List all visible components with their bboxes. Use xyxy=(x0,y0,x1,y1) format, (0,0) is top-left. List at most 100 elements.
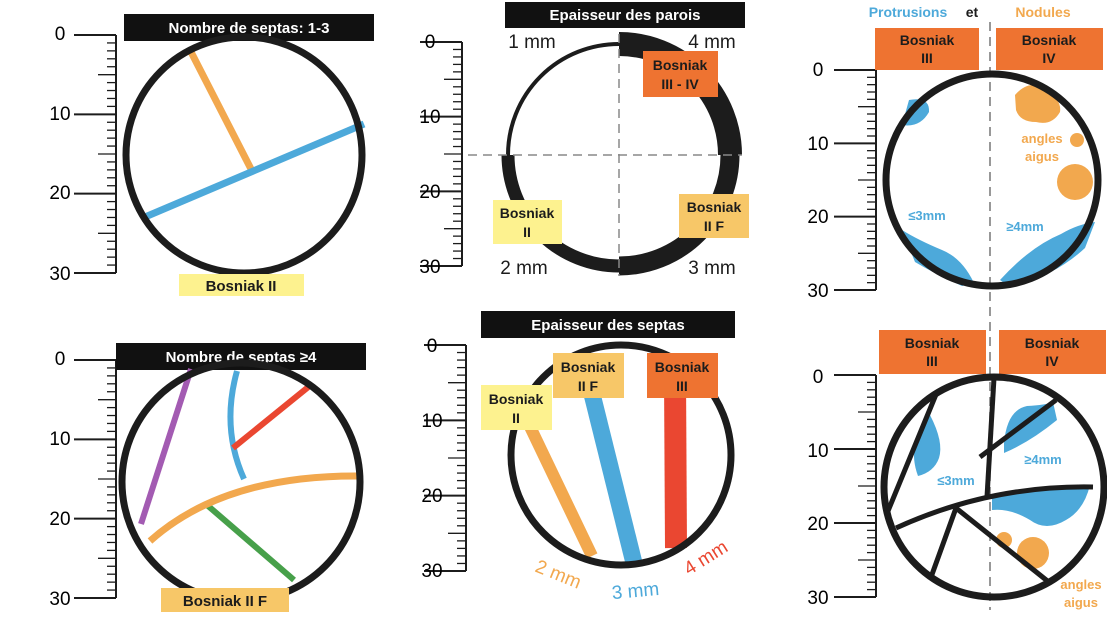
septum-4 xyxy=(894,484,1094,531)
thickness-label-3mm: 3 mm xyxy=(611,579,660,604)
ruler-panel2 xyxy=(74,359,117,599)
ruler-panel5 xyxy=(834,69,877,291)
septum-6 xyxy=(927,507,959,581)
panel-title: Epaisseur des septas xyxy=(531,317,684,334)
ruler-label-20: 20 xyxy=(49,509,70,530)
class-label-line1: Bosniak xyxy=(489,391,544,407)
ruler-label-0: 0 xyxy=(813,367,824,388)
septum-3 xyxy=(978,398,1058,459)
class-label-line2: IV xyxy=(1045,353,1059,369)
angles-label-line1: angles xyxy=(1060,577,1101,592)
angles-label-line2: aigus xyxy=(1064,595,1098,610)
thickness-label-2mm: 2 mm xyxy=(532,556,584,593)
ruler-label-30: 30 xyxy=(421,561,442,582)
septum-2mm xyxy=(517,409,598,559)
ruler-panel6 xyxy=(834,374,877,598)
ruler-label-20: 20 xyxy=(49,183,70,204)
class-label: Bosniak II F xyxy=(183,593,267,610)
ruler-label-20: 20 xyxy=(419,182,440,203)
class-label-line1: Bosniak xyxy=(1022,32,1077,48)
septum-purple xyxy=(138,368,194,525)
class-box-bosniak-iii xyxy=(875,28,979,70)
septum-4mm xyxy=(664,374,687,549)
ruler-panel4 xyxy=(424,344,467,572)
septum-blue xyxy=(227,370,247,481)
small-protrusion-label: ≤3mm xyxy=(937,473,974,488)
ruler-panel1 xyxy=(74,34,117,274)
protrusion-small-bottom xyxy=(902,230,974,286)
panel-protrusions-nodules-septa: 0 10 20 30 Bosniak III Bosniak IV ≤3mm ≥… xyxy=(807,322,1107,610)
class-box-bosniak-iii xyxy=(879,330,986,374)
panel-septa-count-1-3: 0 10 20 30 Nombre de septas: 1-3 Bosniak… xyxy=(49,14,374,296)
ruler-label-30: 30 xyxy=(807,588,828,609)
panel-septa-thickness: 0 10 20 30 Epaisseur des septas Bosniak … xyxy=(421,311,735,604)
ruler-label-0: 0 xyxy=(813,60,824,81)
panel-septa-count-4-plus: 0 10 20 30 Nombre de septas ≥4 Bosniak I… xyxy=(49,343,366,612)
panel-title-box xyxy=(481,311,735,338)
panel-title: Nombre de septas ≥4 xyxy=(166,349,317,366)
class-label-line1: Bosniak xyxy=(900,32,955,48)
ruler-label-10: 10 xyxy=(49,104,70,125)
ruler-label-0: 0 xyxy=(55,349,66,370)
class-box-bosniak-iif xyxy=(553,353,624,398)
ruler-label-0: 0 xyxy=(427,336,438,357)
class-label-line2: III xyxy=(926,353,938,369)
ruler-label-10: 10 xyxy=(421,411,442,432)
ruler-label-20: 20 xyxy=(807,207,828,228)
nodule-large xyxy=(1057,164,1093,200)
thickness-label-bottom-right: 3 mm xyxy=(688,258,736,279)
class-box-bosniak-ii xyxy=(493,200,562,244)
protrusion-large-lower xyxy=(992,484,1090,526)
ruler-label-20: 20 xyxy=(807,514,828,535)
class-box-bosniak-iv xyxy=(999,330,1106,374)
class-label-line2: II xyxy=(523,224,531,240)
large-protrusion-label: ≥4mm xyxy=(1024,452,1061,467)
panel-title-box xyxy=(505,2,745,28)
class-label-line2: II F xyxy=(578,378,599,394)
class-label-line1: Bosniak xyxy=(905,335,960,351)
panel-protrusions-nodules-wall: 0 10 20 30 Protrusions et Nodules Bosnia… xyxy=(807,4,1103,318)
class-box-bosniak-iii xyxy=(647,353,718,398)
nodule-large xyxy=(1017,537,1049,569)
class-box-bosniak-iv xyxy=(996,28,1103,70)
panel-title: Epaisseur des parois xyxy=(550,7,701,24)
nodule-small xyxy=(1070,133,1084,147)
ruler-panel3 xyxy=(420,41,463,267)
ruler-label-10: 10 xyxy=(419,107,440,128)
ruler-label-30: 30 xyxy=(807,281,828,302)
title-nodules: Nodules xyxy=(1015,4,1070,20)
ruler-label-20: 20 xyxy=(421,486,442,507)
cyst-wall xyxy=(880,373,1107,601)
septum-blue xyxy=(143,120,366,221)
class-label-line1: Bosniak xyxy=(655,359,710,375)
class-label-line2: II F xyxy=(704,218,725,234)
ruler-label-10: 10 xyxy=(807,441,828,462)
class-label-line1: Bosniak xyxy=(1025,335,1080,351)
septum-1 xyxy=(885,391,940,512)
thickness-label-bottom-left: 2 mm xyxy=(500,258,548,279)
ruler-label-30: 30 xyxy=(49,264,70,285)
septum-orange xyxy=(147,472,364,544)
cyst-wall xyxy=(882,70,1102,290)
class-label: Bosniak II xyxy=(206,278,277,295)
septum-red xyxy=(231,381,314,451)
cyst-wall xyxy=(507,341,735,569)
class-box-bosniak-iif xyxy=(161,588,289,612)
class-label-line2: III xyxy=(676,378,688,394)
septum-5 xyxy=(954,506,1052,585)
ruler-label-30: 30 xyxy=(419,257,440,278)
class-label-line2: III xyxy=(921,50,933,66)
class-label-line1: Bosniak xyxy=(500,205,555,221)
class-label-line2: III - IV xyxy=(661,76,699,92)
ruler-label-10: 10 xyxy=(49,429,70,450)
angles-label-line1: angles xyxy=(1021,131,1062,146)
class-box-bosniak-ii xyxy=(179,274,304,296)
title-and: et xyxy=(966,4,979,20)
septum-3mm xyxy=(580,379,643,566)
panel-title: Nombre de septas: 1-3 xyxy=(169,20,330,37)
angles-label-line2: aigus xyxy=(1025,149,1059,164)
class-label-line2: II xyxy=(512,410,520,426)
protrusion-small xyxy=(914,415,941,476)
thickness-label-top-left: 1 mm xyxy=(508,32,556,53)
